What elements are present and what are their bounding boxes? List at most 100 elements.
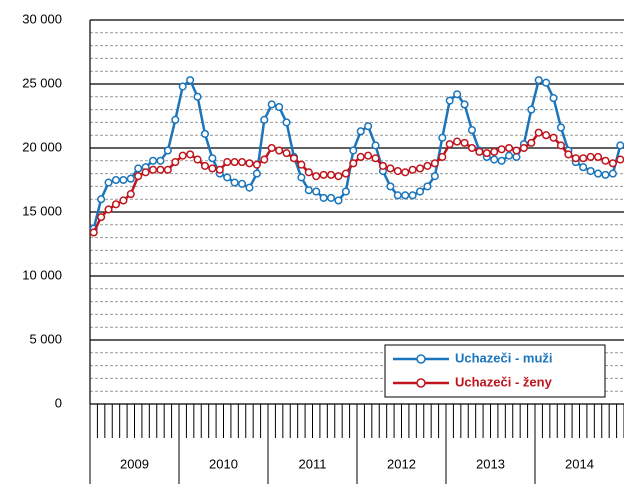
data-point	[601, 170, 610, 179]
data-point	[415, 187, 425, 196]
data-point	[571, 154, 580, 163]
data-point	[356, 127, 365, 136]
data-point	[527, 138, 536, 147]
y-tick-label: 10 000	[22, 267, 62, 282]
data-point	[430, 172, 439, 181]
data-point	[512, 152, 521, 162]
data-point	[401, 191, 410, 200]
legend-marker	[416, 378, 426, 388]
data-point	[193, 155, 202, 164]
data-point	[564, 150, 573, 159]
data-point	[371, 154, 380, 163]
data-point	[527, 105, 536, 114]
data-point	[490, 155, 499, 164]
data-point	[304, 168, 313, 177]
data-point	[282, 118, 291, 127]
data-point	[438, 152, 447, 162]
data-point	[586, 152, 595, 162]
data-point	[89, 228, 98, 237]
data-point	[252, 160, 261, 169]
data-point	[126, 174, 135, 183]
data-point	[289, 154, 299, 163]
data-point	[111, 175, 121, 185]
data-point	[208, 154, 217, 163]
data-point	[134, 172, 143, 181]
data-point	[141, 168, 150, 177]
data-point	[549, 94, 558, 103]
y-tick-label: 30 000	[22, 11, 62, 26]
data-point	[438, 133, 447, 142]
data-point	[230, 158, 239, 167]
data-point	[556, 141, 566, 150]
data-point	[230, 178, 239, 187]
data-point	[445, 140, 454, 149]
data-point	[430, 159, 439, 168]
data-point	[341, 187, 350, 196]
data-point	[97, 195, 106, 204]
data-point	[163, 165, 172, 174]
data-point	[267, 100, 276, 109]
data-point	[223, 173, 232, 182]
data-point	[593, 152, 603, 162]
data-point	[126, 190, 135, 199]
x-group-label: 2012	[387, 456, 416, 471]
x-group-label: 2009	[120, 456, 149, 471]
data-point	[497, 145, 506, 154]
data-point	[326, 170, 336, 179]
data-point	[616, 141, 624, 150]
data-point	[104, 178, 113, 187]
data-point	[304, 186, 313, 195]
data-point	[460, 138, 469, 147]
legend-box	[384, 344, 606, 398]
data-point	[504, 151, 514, 160]
data-point	[453, 90, 462, 99]
series-line	[92, 78, 622, 229]
data-point	[223, 158, 232, 167]
data-point	[504, 143, 514, 153]
data-point	[297, 160, 306, 169]
data-point	[156, 165, 165, 174]
data-point	[119, 175, 128, 185]
data-point	[579, 154, 588, 163]
data-point	[111, 200, 121, 209]
data-point	[423, 182, 432, 191]
data-point	[542, 78, 551, 87]
data-point	[171, 158, 180, 167]
data-point	[208, 164, 217, 173]
data-point	[349, 146, 358, 155]
data-point	[275, 146, 284, 155]
data-point	[490, 147, 499, 156]
data-point	[156, 156, 165, 165]
data-point	[608, 159, 617, 168]
data-point	[393, 166, 402, 176]
legend-marker	[416, 354, 426, 364]
x-group-label: 2010	[209, 456, 238, 471]
data-point	[245, 183, 254, 192]
x-group-label: 2013	[476, 456, 505, 471]
data-point	[519, 143, 528, 153]
data-point	[134, 164, 143, 173]
data-point	[104, 205, 113, 214]
y-tick-label: 20 000	[22, 139, 62, 154]
data-point	[616, 155, 624, 164]
data-point	[534, 76, 543, 85]
x-group-label: 2011	[299, 456, 327, 471]
data-point	[460, 100, 469, 109]
data-point	[467, 143, 477, 153]
data-point	[171, 115, 180, 124]
data-point	[200, 129, 210, 138]
data-point	[148, 156, 158, 165]
data-point	[401, 168, 410, 177]
data-point	[378, 161, 388, 170]
data-point	[237, 179, 247, 188]
data-point	[475, 147, 484, 156]
data-point	[467, 126, 477, 135]
data-point	[312, 187, 321, 196]
data-point	[237, 158, 247, 167]
data-point	[260, 115, 269, 124]
data-point	[200, 161, 210, 170]
data-point	[186, 150, 195, 159]
data-point	[556, 123, 566, 132]
y-tick-label: 15 000	[22, 203, 62, 218]
